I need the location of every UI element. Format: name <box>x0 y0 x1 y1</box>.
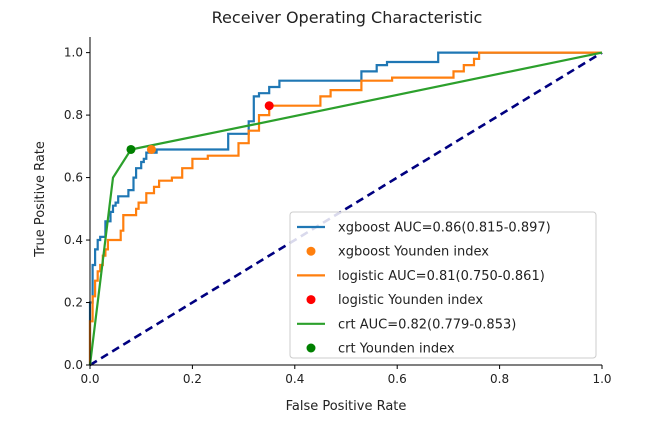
x-tick-label: 0.2 <box>183 372 202 386</box>
plot-area <box>88 51 603 367</box>
x-axis-label: False Positive Rate <box>286 399 407 414</box>
y-tick-label: 0.8 <box>64 108 83 122</box>
legend-marker-swatch <box>306 246 316 256</box>
youden-point-crt <box>126 144 136 154</box>
legend-entry-label: crt Younden index <box>338 342 455 357</box>
y-axis-label: True Positive Rate <box>33 141 48 258</box>
y-tick-label: 0.0 <box>64 358 83 372</box>
legend-marker-swatch <box>306 295 316 305</box>
legend-entry-label: xgboost AUC=0.86(0.815-0.897) <box>338 221 551 236</box>
legend-entry-label: crt AUC=0.82(0.779-0.853) <box>338 317 516 332</box>
x-tick-label: 0.6 <box>388 372 407 386</box>
chance-diagonal-line <box>89 51 603 367</box>
x-tick-label: 0.0 <box>80 372 99 386</box>
legend-entry-label: logistic Younden index <box>338 293 483 308</box>
y-tick-label: 1.0 <box>64 46 83 60</box>
youden-point-xgboost <box>146 144 156 154</box>
y-tick-label: 0.6 <box>64 171 83 185</box>
legend-entry-label: logistic AUC=0.81(0.750-0.861) <box>338 269 545 284</box>
youden-point-logistic <box>264 101 274 111</box>
legend-marker-swatch <box>306 343 316 353</box>
x-tick-label: 1.0 <box>592 372 611 386</box>
chart-title: Receiver Operating Characteristic <box>212 8 483 27</box>
legend: xgboost AUC=0.86(0.815-0.897) xgboost You… <box>289 211 597 359</box>
series-line-xgboost <box>88 51 602 365</box>
x-tick-label: 0.4 <box>285 372 304 386</box>
legend-box <box>289 211 597 359</box>
x-tick-label: 0.8 <box>490 372 509 386</box>
y-tick-label: 0.2 <box>64 296 83 310</box>
axes: 0.0 0.2 0.4 0.6 0.8 1.0 0.0 0.2 0.4 0.6 0.8 1.0 <box>64 37 612 386</box>
y-tick-label: 0.4 <box>64 233 83 247</box>
legend-entry-label: xgboost Younden index <box>338 245 489 260</box>
